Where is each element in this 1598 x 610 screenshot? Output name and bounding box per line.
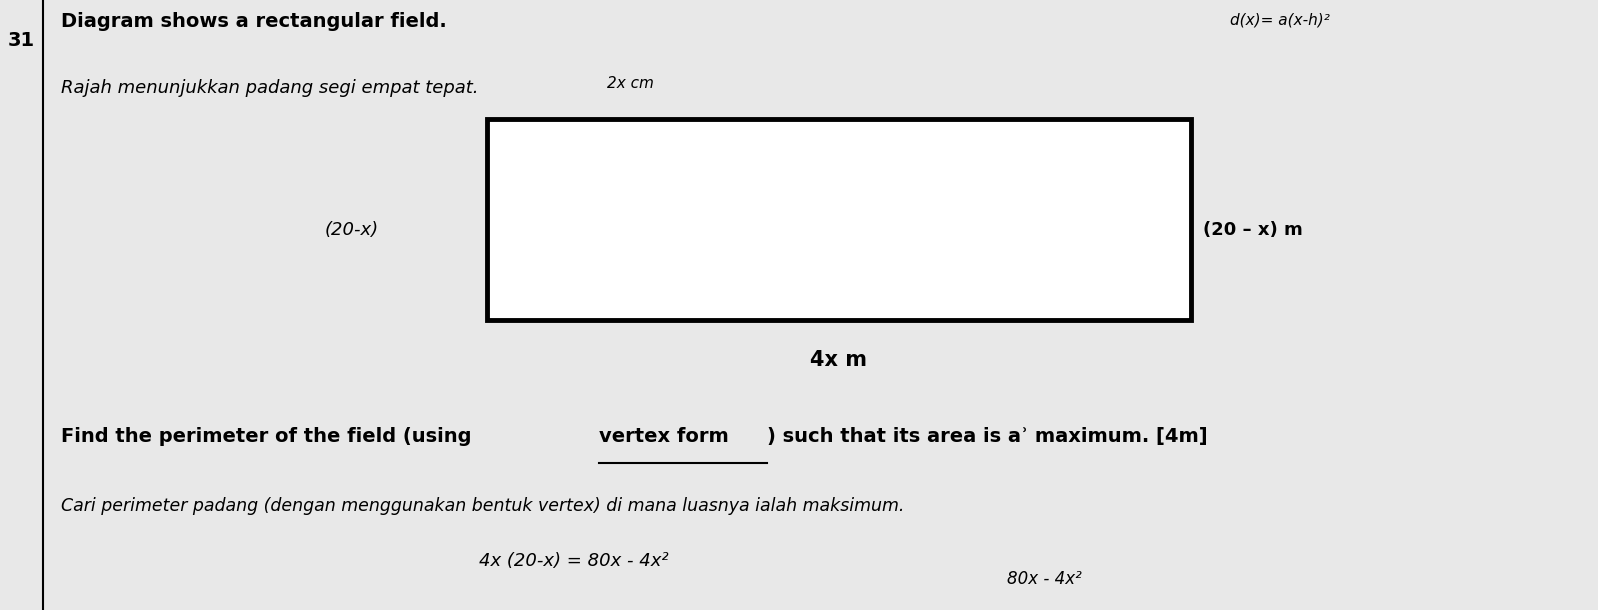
Text: ) such that its area is aʾ maximum. [4m]: ) such that its area is aʾ maximum. [4m] <box>767 427 1206 446</box>
Text: 2x cm: 2x cm <box>607 76 654 92</box>
Text: Diagram shows a rectangular field.: Diagram shows a rectangular field. <box>61 12 446 31</box>
Text: 31: 31 <box>8 30 35 49</box>
Text: d(x)= a(x-h)²: d(x)= a(x-h)² <box>1230 12 1330 27</box>
Text: (20-x): (20-x) <box>324 221 379 239</box>
Text: Find the perimeter of the field (using: Find the perimeter of the field (using <box>61 427 478 446</box>
Bar <box>487 119 1191 320</box>
Text: vertex form: vertex form <box>599 427 729 446</box>
Text: 80x - 4x²: 80x - 4x² <box>1007 570 1082 589</box>
Text: 4x m: 4x m <box>810 350 868 370</box>
Text: (20 – x) m: (20 – x) m <box>1203 221 1302 239</box>
Text: Rajah menunjukkan padang segi empat tepat.: Rajah menunjukkan padang segi empat tepa… <box>61 79 478 98</box>
Text: Cari perimeter padang (dengan menggunakan bentuk vertex) di mana luasnya ialah m: Cari perimeter padang (dengan menggunaka… <box>61 497 904 515</box>
Text: 4x (20-x) = 80x - 4x²: 4x (20-x) = 80x - 4x² <box>479 552 670 570</box>
